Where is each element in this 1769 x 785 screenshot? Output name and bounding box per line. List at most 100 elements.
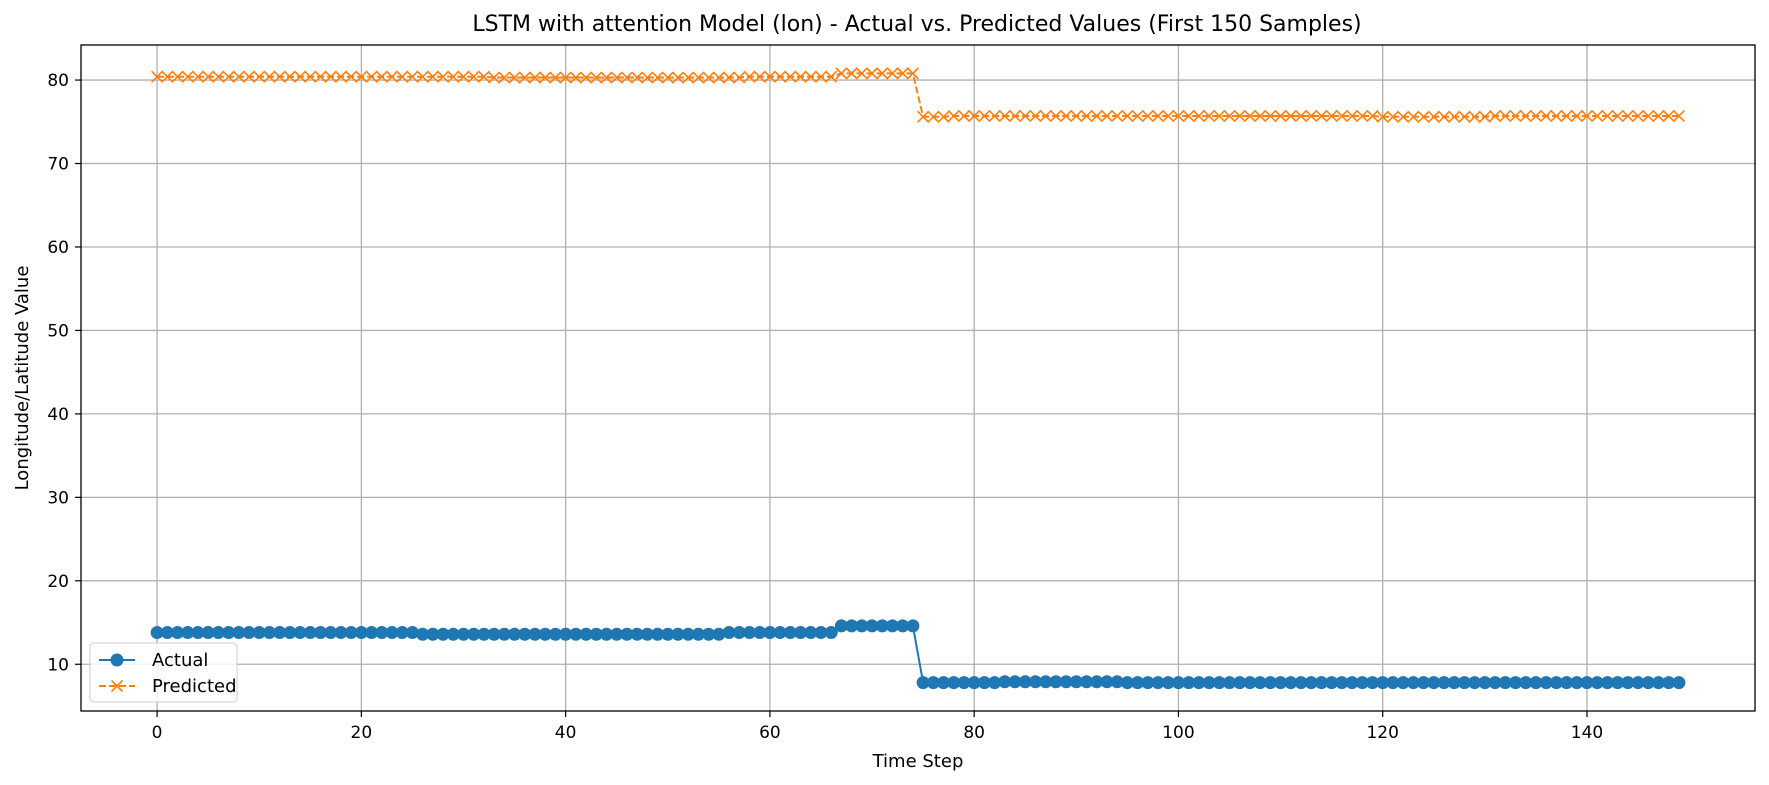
y-tick-label: 10	[47, 655, 69, 675]
plot-frame	[80, 44, 1756, 712]
predicted-marker	[1611, 109, 1624, 123]
predicted-marker	[181, 70, 194, 83]
predicted-marker	[1131, 109, 1144, 123]
predicted-marker	[1019, 109, 1032, 123]
predicted-marker	[1305, 109, 1318, 123]
y-tick-label: 30	[47, 488, 69, 508]
predicted-marker	[1315, 109, 1328, 123]
predicted-marker	[600, 71, 613, 84]
predicted-marker	[447, 70, 460, 83]
predicted-marker	[1233, 109, 1246, 123]
predicted-marker	[1621, 109, 1634, 123]
predicted-marker	[1631, 109, 1645, 123]
x-tick-label: 100	[1162, 723, 1194, 743]
predicted-marker	[1100, 109, 1114, 123]
predicted-marker	[1008, 109, 1022, 123]
predicted-marker	[1386, 110, 1399, 123]
y-axis-label: Longitude/Latitude Value	[12, 266, 33, 491]
predicted-marker	[1141, 109, 1154, 123]
x-tick-label: 140	[1571, 723, 1603, 743]
predicted-marker	[957, 109, 971, 123]
predicted-marker	[1509, 109, 1522, 123]
predicted-marker	[171, 70, 184, 83]
predicted-marker	[743, 70, 756, 83]
predicted-marker	[1540, 109, 1553, 123]
legend-actual-marker	[110, 653, 124, 667]
predicted-marker	[528, 71, 542, 84]
predicted-marker	[1489, 109, 1502, 123]
predicted-marker	[579, 71, 593, 84]
actual-marker	[1672, 676, 1686, 690]
predicted-marker	[927, 110, 940, 123]
predicted-marker	[222, 70, 235, 83]
predicted-marker	[161, 70, 174, 83]
predicted-marker	[1274, 109, 1287, 123]
predicted-marker	[1213, 109, 1226, 123]
x-tick-label: 0	[152, 723, 163, 743]
predicted-marker	[283, 70, 296, 83]
x-tick-label: 120	[1366, 723, 1398, 743]
predicted-marker	[253, 70, 266, 83]
predicted-line	[157, 72, 1679, 118]
predicted-marker	[1601, 109, 1614, 123]
y-tick-label: 50	[47, 321, 69, 341]
predicted-marker	[1458, 110, 1471, 123]
y-tick-label: 40	[47, 405, 69, 425]
predicted-marker	[385, 70, 399, 83]
predicted-marker	[396, 70, 409, 83]
predicted-marker	[876, 67, 889, 80]
predicted-marker	[937, 110, 950, 123]
predicted-marker	[968, 109, 981, 123]
predicted-marker	[1254, 109, 1267, 123]
predicted-marker	[406, 70, 419, 83]
predicted-marker	[804, 70, 817, 83]
actual-marker	[824, 626, 838, 640]
predicted-marker	[651, 71, 664, 84]
y-tick-label: 60	[47, 238, 69, 258]
predicted-marker	[733, 71, 746, 84]
predicted-marker	[294, 70, 307, 83]
predicted-marker	[631, 71, 644, 84]
predicted-marker	[1223, 109, 1236, 123]
predicted-marker	[202, 70, 215, 83]
predicted-marker	[1652, 109, 1665, 123]
predicted-marker	[1407, 110, 1420, 123]
predicted-marker	[477, 70, 490, 83]
predicted-marker	[661, 71, 674, 84]
predicted-marker	[345, 70, 358, 83]
axis-ticks: 0 20 40 60 80 100 120 140 10 20 30 40 50 60 70 80	[47, 71, 1603, 743]
predicted-marker	[355, 70, 368, 83]
x-axis-label: Time Step	[872, 751, 964, 772]
predicted-marker	[416, 70, 429, 83]
predicted-marker	[263, 70, 276, 83]
predicted-marker	[1591, 109, 1604, 123]
predicted-marker	[1437, 110, 1451, 123]
predicted-marker	[620, 71, 633, 84]
predicted-marker	[712, 71, 725, 84]
legend-predicted-label: Predicted	[152, 676, 237, 697]
predicted-marker	[1356, 109, 1369, 123]
predicted-marker	[273, 70, 286, 83]
predicted-marker	[498, 71, 511, 84]
predicted-marker	[702, 71, 715, 84]
predicted-marker	[1203, 109, 1216, 123]
predicted-marker	[917, 110, 930, 123]
predicted-marker	[1039, 109, 1052, 123]
predicted-marker	[1468, 110, 1481, 123]
predicted-marker	[886, 67, 899, 80]
predicted-marker	[1029, 109, 1042, 123]
predicted-marker	[988, 109, 1001, 123]
predicted-marker	[794, 70, 807, 83]
predicted-marker	[488, 71, 501, 84]
predicted-marker	[855, 67, 868, 80]
predicted-marker	[1427, 110, 1440, 123]
predicted-marker	[641, 71, 654, 84]
predicted-marker	[1560, 109, 1573, 123]
predicted-marker	[998, 109, 1011, 123]
predicted-marker	[1121, 109, 1134, 123]
predicted-marker	[753, 70, 766, 83]
predicted-marker	[304, 70, 317, 83]
predicted-marker	[825, 70, 838, 83]
